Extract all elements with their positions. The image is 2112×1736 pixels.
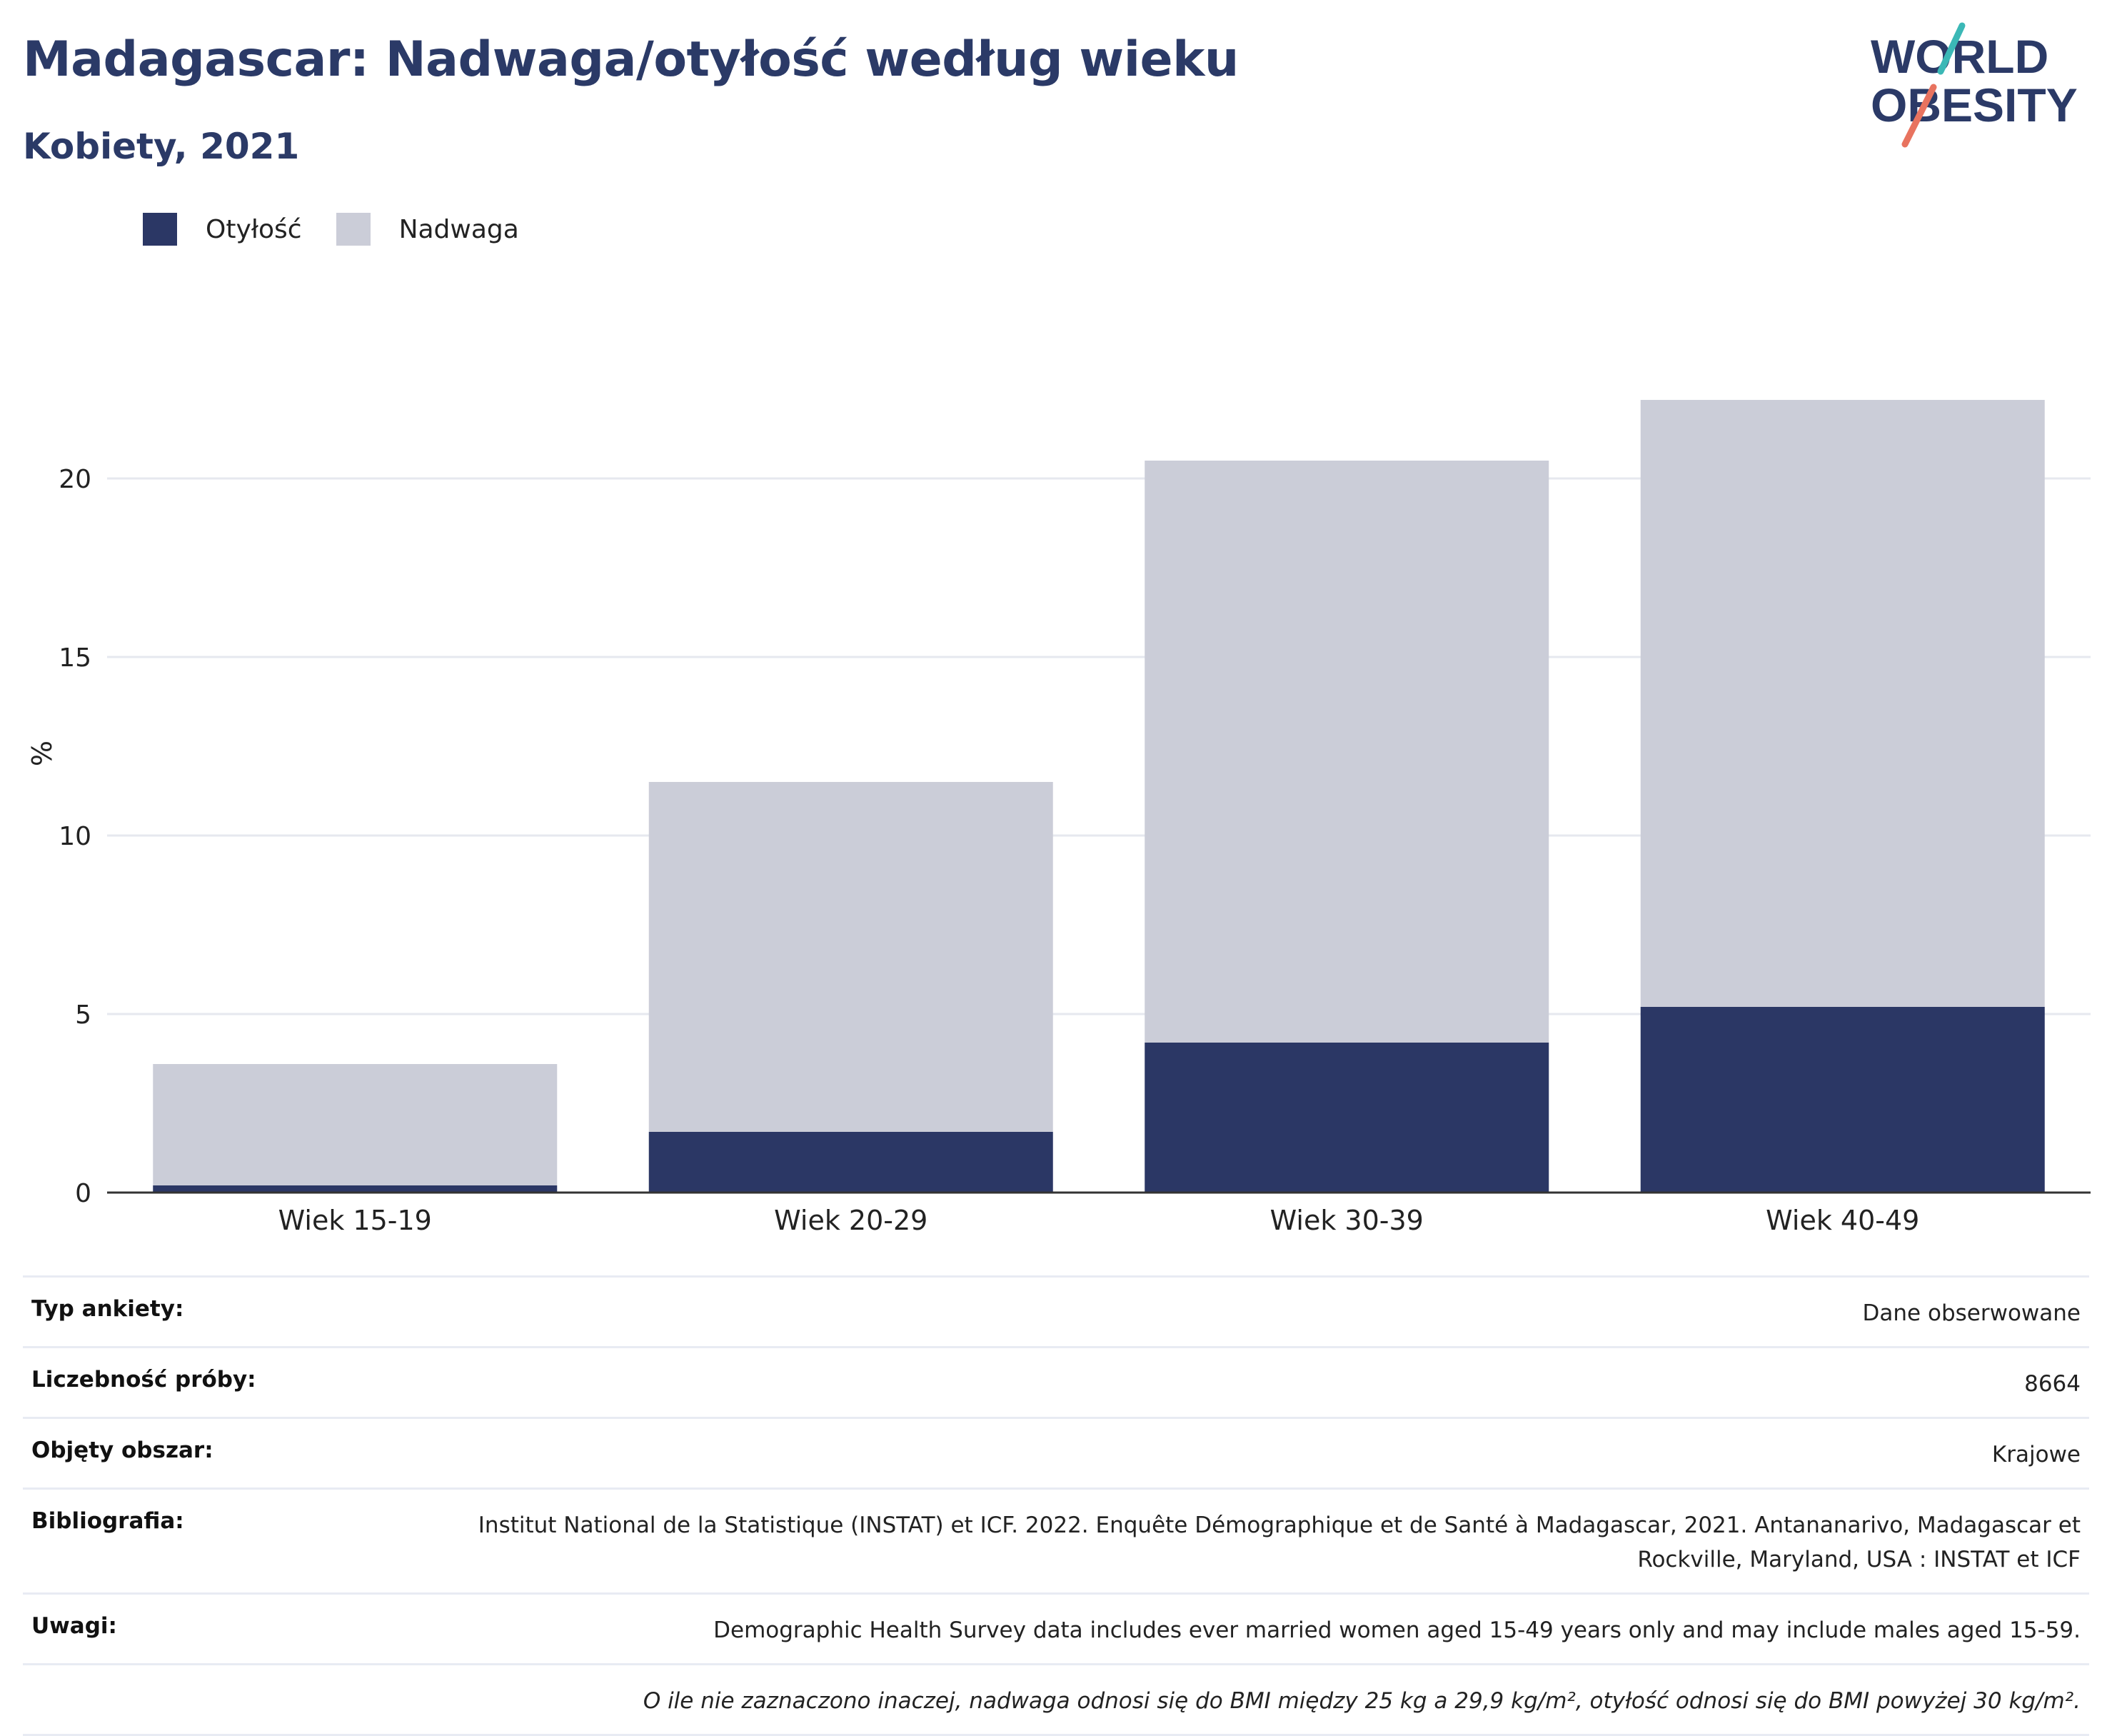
meta-key: Objęty obszar: [31,1438,213,1464]
bar-overweight [153,1064,558,1185]
bmi-footnote: O ile nie zaznaczono inaczej, nadwaga od… [643,1688,2081,1715]
y-axis-label: % [26,741,58,766]
meta-key: Typ ankiety: [31,1296,184,1322]
x-tick-label: Wiek 30-39 [1270,1205,1424,1236]
y-tick-label: 5 [75,1000,91,1030]
logo-slash-teal [1937,22,1966,75]
meta-value: Institut National de la Statistique (INS… [478,1512,2081,1573]
stacked-bar-chart: 0 5 10 15 20% Wiek 15-19 Wiek 20-29 Wiek 30-39 W… [26,400,2091,1236]
world-obesity-logo: WORLD OBESITY [1871,22,2078,148]
metadata-table: Typ ankiety: Dane obserwowane Liczebność… [23,1275,2089,1736]
chart-legend: Otyłość Nadwaga [143,213,553,246]
page-title: Madagascar: Nadwaga/otyłość według wieku [23,31,1239,88]
legend-label-obesity: Otyłość [206,214,302,244]
meta-key: Bibliografia: [31,1508,184,1535]
legend-label-overweight: Nadwaga [398,214,519,244]
y-tick-label: 0 [75,1179,91,1208]
meta-key: Liczebność próby: [31,1367,256,1393]
legend-swatch-overweight [336,213,371,246]
bar-overweight [648,782,1053,1132]
page-subtitle: Kobiety, 2021 [23,126,300,167]
bar-obesity [1640,1007,2045,1193]
logo-line1: WORLD [1871,30,2048,83]
bar-obesity [648,1132,1053,1193]
bar-overweight [1640,400,2045,1007]
meta-row-bibliography: Bibliografia: Institut National de la St… [23,1487,2089,1592]
meta-key: Uwagi: [31,1613,117,1640]
meta-row-area: Objęty obszar: Krajowe [23,1417,2089,1487]
meta-row-notes: Uwagi: Demographic Health Survey data in… [23,1592,2089,1663]
y-tick-label: 10 [59,822,91,851]
legend-item-obesity[interactable]: Otyłość [143,213,302,246]
x-tick-label: Wiek 20-29 [774,1205,927,1236]
bar-overweight [1145,461,1549,1043]
logo-line2: OBESITY [1871,79,2078,131]
bar-obesity [1145,1043,1549,1193]
meta-row-survey-type: Typ ankiety: Dane obserwowane [23,1275,2089,1346]
y-tick-label: 15 [59,643,91,673]
meta-value: Krajowe [1991,1442,2081,1468]
meta-row-sample-size: Liczebność próby: 8664 [23,1346,2089,1417]
x-tick-label: Wiek 15-19 [278,1205,432,1236]
meta-value: Dane obserwowane [1862,1300,2081,1326]
logo-slash-coral [1901,84,1937,148]
legend-swatch-obesity [143,213,177,246]
y-tick-label: 20 [59,465,91,494]
meta-row-footnote: O ile nie zaznaczono inaczej, nadwaga od… [23,1663,2089,1736]
x-tick-label: Wiek 40-49 [1766,1205,1919,1236]
meta-value: 8664 [2024,1371,2081,1398]
bar-obesity [153,1185,558,1193]
legend-item-overweight[interactable]: Nadwaga [336,213,519,246]
meta-value: Demographic Health Survey data includes … [713,1617,2081,1644]
